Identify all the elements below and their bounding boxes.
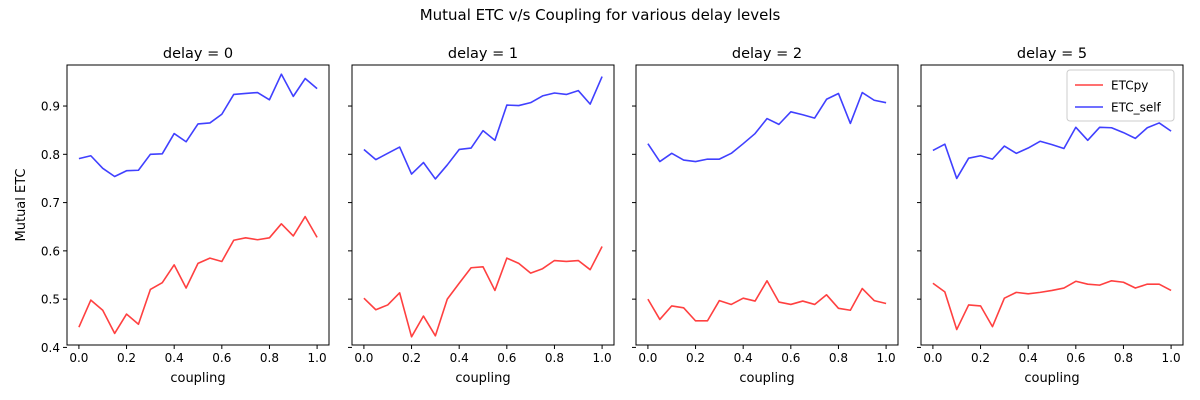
x-axis-label: coupling (1024, 371, 1079, 386)
legend-label: ETC_self (1111, 101, 1162, 115)
x-tick-label: 0.2 (686, 351, 705, 365)
x-tick-label: 0.6 (212, 351, 231, 365)
x-tick-label: 1.0 (308, 351, 327, 365)
x-tick-label: 0.0 (354, 351, 373, 365)
x-tick-label: 0.2 (402, 351, 421, 365)
y-tick-label: 0.8 (41, 148, 60, 162)
axes-frame (635, 64, 899, 346)
x-tick-label: 0.8 (545, 351, 564, 365)
x-tick-label: 0.6 (1066, 351, 1085, 365)
x-axis-label: coupling (455, 371, 510, 386)
x-tick-label: 0.0 (923, 351, 942, 365)
x-tick-label: 0.0 (638, 351, 657, 365)
x-tick-label: 0.2 (117, 351, 136, 365)
x-tick-label: 0.8 (1114, 351, 1133, 365)
series-line-etc-self (647, 91, 887, 163)
series-line-etcpy (932, 279, 1172, 331)
panel-title: delay = 1 (448, 46, 518, 62)
legend: ETCpy ETC_self (1066, 69, 1175, 122)
x-tick-label: 0.4 (734, 351, 753, 365)
x-axis-label: coupling (170, 371, 225, 386)
series-line-etcpy (363, 246, 603, 338)
y-tick-label: 0.5 (41, 293, 60, 307)
figure-suptitle: Mutual ETC v/s Coupling for various dela… (420, 6, 781, 24)
series-line-etcpy (78, 215, 318, 335)
x-tick-label: 1.0 (877, 351, 896, 365)
x-axis-label: coupling (739, 371, 794, 386)
x-tick-label: 1.0 (1162, 351, 1181, 365)
x-tick-label: 1.0 (593, 351, 612, 365)
x-tick-label: 0.4 (450, 351, 469, 365)
x-tick-label: 0.4 (1019, 351, 1038, 365)
panel-title: delay = 5 (1017, 46, 1087, 62)
panel-2: delay = 2 0.0 0.2 0.4 0.6 0.8 1.0 coupling (632, 46, 899, 386)
series-line-etcpy (647, 279, 887, 322)
axes-frame (66, 64, 330, 346)
y-tick-label: 0.6 (41, 244, 60, 258)
x-tick-label: 0.8 (829, 351, 848, 365)
series-line-etc-self (363, 76, 603, 180)
legend-box (1066, 69, 1175, 122)
panel-title: delay = 0 (163, 46, 233, 62)
panel-1: delay = 1 0.0 0.2 0.4 0.6 0.8 1.0 coupling (348, 46, 615, 386)
panel-3: delay = 5 0.0 0.2 0.4 0.6 0.8 1.0 coupling ETCpy… (917, 46, 1184, 386)
panel-title: delay = 2 (732, 46, 802, 62)
axes-frame (351, 64, 615, 346)
panel-0: delay = 0 0.0 0.2 0.4 0.6 0.8 1.0 coupling 0.4 0.… (14, 46, 330, 386)
x-tick-label: 0.6 (781, 351, 800, 365)
y-tick-label: 0.9 (41, 100, 60, 114)
x-tick-label: 0.2 (971, 351, 990, 365)
y-tick-label: 0.4 (41, 341, 60, 355)
series-line-etc-self (78, 73, 318, 178)
x-tick-label: 0.0 (69, 351, 88, 365)
legend-label: ETCpy (1111, 79, 1148, 93)
x-tick-label: 0.6 (497, 351, 516, 365)
y-axis-label: Mutual ETC (14, 169, 29, 242)
series-line-etc-self (932, 122, 1172, 180)
axes-frame (920, 64, 1184, 346)
x-tick-label: 0.4 (165, 351, 184, 365)
x-tick-label: 0.8 (260, 351, 279, 365)
y-tick-label: 0.7 (41, 196, 60, 210)
